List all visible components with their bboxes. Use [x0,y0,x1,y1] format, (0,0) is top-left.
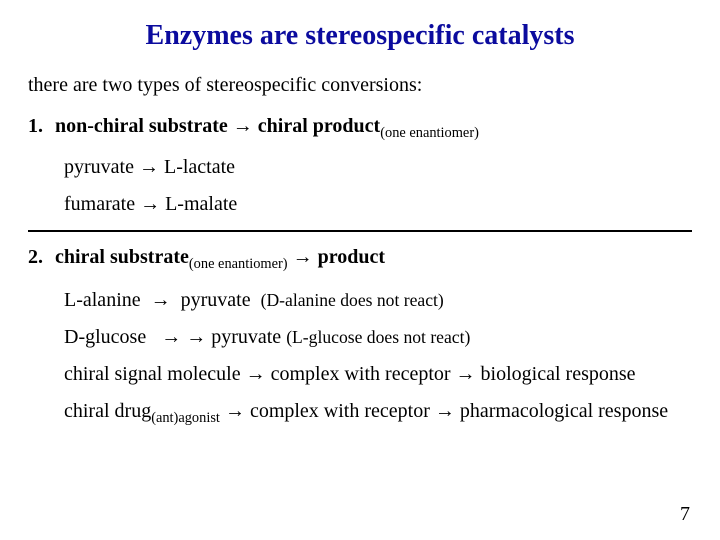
ex1-rhs: L-lactate [164,156,235,178]
item-1-example-1: pyruvate → L-lactate [64,156,692,179]
arrow-icon: → [293,246,313,268]
ex4-subscript: (ant)agonist [151,410,220,426]
item-2-example-1: L-alanine → pyruvate (D-alanine does not… [64,289,692,312]
ex3-b: complex with receptor [271,363,451,385]
section-divider [28,230,692,232]
arrow-icon: → [140,193,160,215]
item-2-rhs: product [318,246,385,268]
ex4-b: complex with receptor [250,400,430,422]
ex1-lhs: pyruvate [64,156,134,178]
arrow-icon: → [246,363,266,385]
item-2-example-3: chiral signal molecule → complex with re… [64,363,692,386]
arrow-icon: → [233,115,253,137]
item-2-lhs-subscript: (one enantiomer) [189,256,288,272]
ex3-c: biological response [481,363,636,385]
item-1-lhs: non-chiral substrate [55,115,228,137]
list-item-1: 1. non-chiral substrate → chiral product… [28,115,692,142]
page-number: 7 [680,503,690,526]
item-2-example-4: chiral drug(ant)agonist → complex with r… [64,400,692,427]
arrow-icon: → [435,400,455,422]
ex2-lhs: D-glucose [64,326,146,348]
ex2-rhs: L-malate [165,193,237,215]
page-title: Enzymes are stereospecific catalysts [28,20,692,52]
arrow-icon: → [151,289,171,311]
arrow-icon: → [139,156,159,178]
intro-text: there are two types of stereospecific co… [28,74,692,97]
ex4-c: pharmacological response [460,400,668,422]
ex3-a: chiral signal molecule [64,363,241,385]
item-1-example-2: fumarate → L-malate [64,193,692,216]
ex1-lhs: L-alanine [64,289,141,311]
item-2-lhs: chiral substrate [55,246,189,268]
list-item-2: 2. chiral substrate(one enantiomer) → pr… [28,246,692,273]
arrow-icon: → [186,326,206,348]
item-1-number: 1. [28,115,50,138]
item-1-subscript: (one enantiomer) [380,125,479,141]
item-2-number: 2. [28,246,50,269]
ex1-note: (D-alanine does not react) [261,290,444,310]
arrow-icon: → [161,326,181,348]
item-2-example-2: D-glucose → → pyruvate (L-glucose does n… [64,326,692,349]
ex2-note: (L-glucose does not react) [286,327,470,347]
arrow-icon: → [456,363,476,385]
title-text: Enzymes are stereospecific catalysts [146,20,575,51]
ex4-a: chiral drug [64,400,151,422]
ex1-rhs: pyruvate [181,289,251,311]
ex2-rhs: pyruvate [211,326,281,348]
item-1-rhs: chiral product [258,115,380,137]
ex2-lhs: fumarate [64,193,135,215]
arrow-icon: → [225,400,245,422]
